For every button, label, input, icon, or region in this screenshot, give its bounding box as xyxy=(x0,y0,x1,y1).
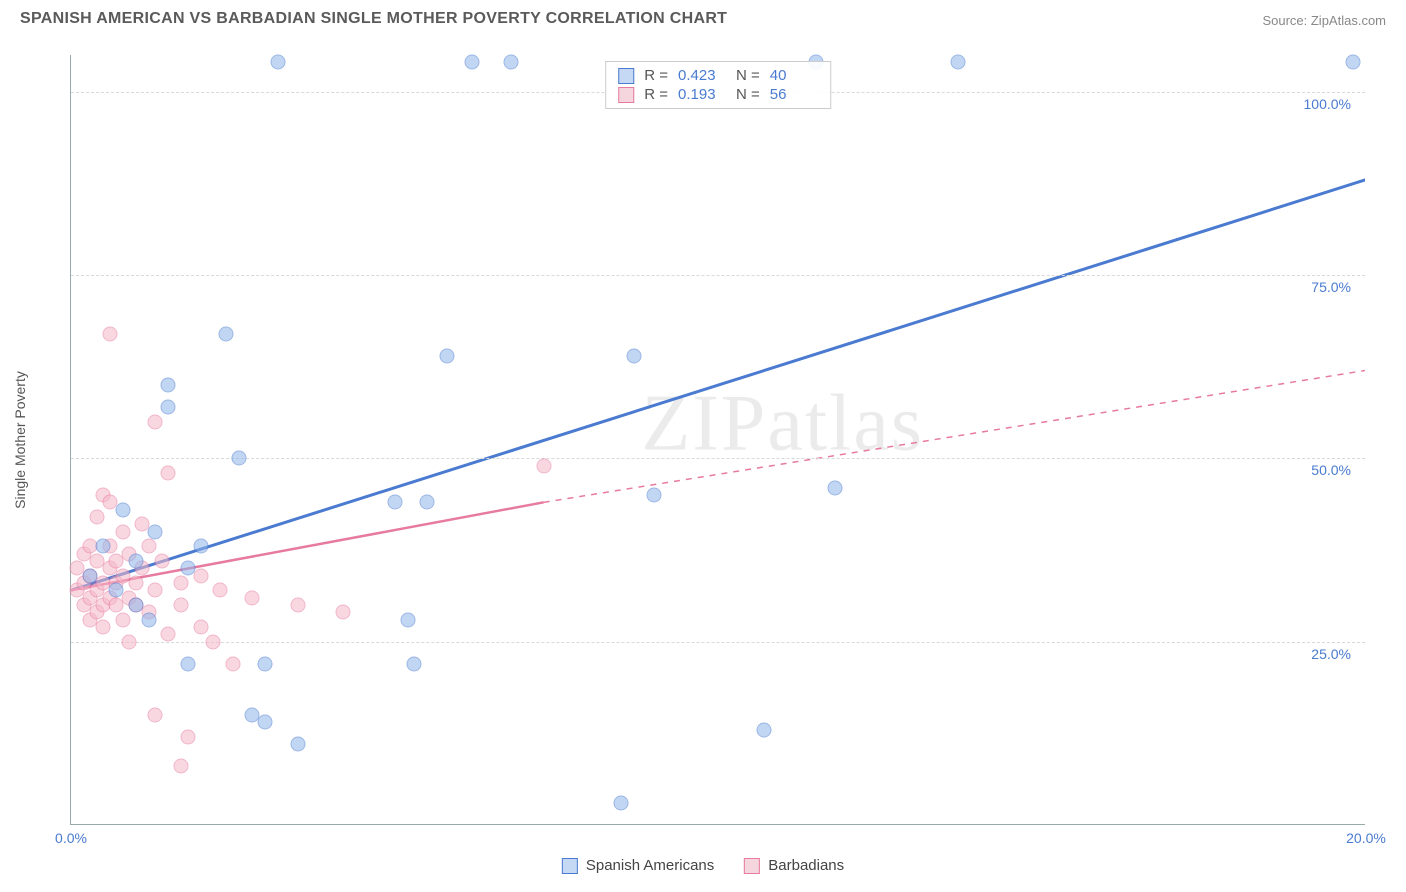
y-axis-label: Single Mother Poverty xyxy=(12,371,28,509)
data-point xyxy=(128,576,143,591)
legend-item: Barbadians xyxy=(744,857,844,874)
legend-label: Spanish Americans xyxy=(586,857,714,874)
x-tick-label: 0.0% xyxy=(55,830,87,846)
stat-r-label: R = xyxy=(644,86,668,103)
data-point xyxy=(141,612,156,627)
data-point xyxy=(232,451,247,466)
data-point xyxy=(465,55,480,70)
chart-container: Single Mother Poverty ZIPatlas 25.0%50.0… xyxy=(50,55,1390,825)
stats-legend-box: R = 0.423 N = 40 R = 0.193 N = 56 xyxy=(605,61,831,109)
legend-swatch xyxy=(618,68,634,84)
x-tick-label: 20.0% xyxy=(1346,830,1386,846)
data-point xyxy=(115,612,130,627)
data-point xyxy=(115,502,130,517)
stat-n-value: 56 xyxy=(770,86,818,103)
data-point xyxy=(128,554,143,569)
data-point xyxy=(439,348,454,363)
data-point xyxy=(141,539,156,554)
data-point xyxy=(258,715,273,730)
chart-title: SPANISH AMERICAN VS BARBADIAN SINGLE MOT… xyxy=(20,10,727,28)
data-point xyxy=(148,708,163,723)
y-tick-label: 50.0% xyxy=(1307,462,1355,478)
watermark: ZIPatlas xyxy=(641,379,924,470)
data-point xyxy=(161,400,176,415)
data-point xyxy=(115,524,130,539)
legend-swatch xyxy=(562,858,578,874)
data-point xyxy=(96,539,111,554)
data-point xyxy=(109,583,124,598)
data-point xyxy=(951,55,966,70)
data-point xyxy=(174,759,189,774)
data-point xyxy=(627,348,642,363)
legend-swatch xyxy=(618,87,634,103)
data-point xyxy=(193,539,208,554)
legend-item: Spanish Americans xyxy=(562,857,714,874)
bottom-legend: Spanish Americans Barbadians xyxy=(562,857,844,874)
data-point xyxy=(148,524,163,539)
trend-line xyxy=(544,370,1365,502)
trend-lines-svg xyxy=(71,55,1365,824)
data-point xyxy=(154,554,169,569)
stat-r-value: 0.193 xyxy=(678,86,726,103)
data-point xyxy=(504,55,519,70)
data-point xyxy=(400,612,415,627)
gridline xyxy=(71,642,1365,643)
data-point xyxy=(161,378,176,393)
y-tick-label: 100.0% xyxy=(1300,96,1355,112)
data-point xyxy=(148,583,163,598)
data-point xyxy=(335,605,350,620)
data-point xyxy=(174,598,189,613)
data-point xyxy=(212,583,227,598)
data-point xyxy=(1346,55,1361,70)
y-tick-label: 75.0% xyxy=(1307,279,1355,295)
data-point xyxy=(180,561,195,576)
data-point xyxy=(102,326,117,341)
stat-n-label: N = xyxy=(736,86,760,103)
data-point xyxy=(180,730,195,745)
legend-swatch xyxy=(744,858,760,874)
data-point xyxy=(271,55,286,70)
y-tick-label: 25.0% xyxy=(1307,646,1355,662)
data-point xyxy=(420,495,435,510)
stat-n-value: 40 xyxy=(770,67,818,84)
data-point xyxy=(122,634,137,649)
trend-line xyxy=(71,180,1365,591)
data-point xyxy=(258,656,273,671)
data-point xyxy=(646,488,661,503)
data-point xyxy=(180,656,195,671)
data-point xyxy=(536,458,551,473)
data-point xyxy=(128,598,143,613)
data-point xyxy=(193,568,208,583)
data-point xyxy=(206,634,221,649)
data-point xyxy=(89,510,104,525)
stats-row: R = 0.423 N = 40 xyxy=(618,66,818,85)
data-point xyxy=(83,568,98,583)
data-point xyxy=(225,656,240,671)
data-point xyxy=(290,598,305,613)
data-point xyxy=(828,480,843,495)
data-point xyxy=(148,414,163,429)
data-point xyxy=(174,576,189,591)
stat-r-label: R = xyxy=(644,67,668,84)
stats-row: R = 0.193 N = 56 xyxy=(618,85,818,104)
gridline xyxy=(71,275,1365,276)
data-point xyxy=(407,656,422,671)
plot-area: ZIPatlas 25.0%50.0%75.0%100.0%0.0%20.0%R… xyxy=(70,55,1365,825)
data-point xyxy=(290,737,305,752)
data-point xyxy=(387,495,402,510)
data-point xyxy=(219,326,234,341)
stat-r-value: 0.423 xyxy=(678,67,726,84)
data-point xyxy=(161,466,176,481)
data-point xyxy=(245,590,260,605)
data-point xyxy=(161,627,176,642)
source-attribution: Source: ZipAtlas.com xyxy=(1262,13,1386,28)
stat-n-label: N = xyxy=(736,67,760,84)
data-point xyxy=(614,796,629,811)
data-point xyxy=(756,722,771,737)
data-point xyxy=(193,620,208,635)
legend-label: Barbadians xyxy=(768,857,844,874)
gridline xyxy=(71,458,1365,459)
data-point xyxy=(96,620,111,635)
